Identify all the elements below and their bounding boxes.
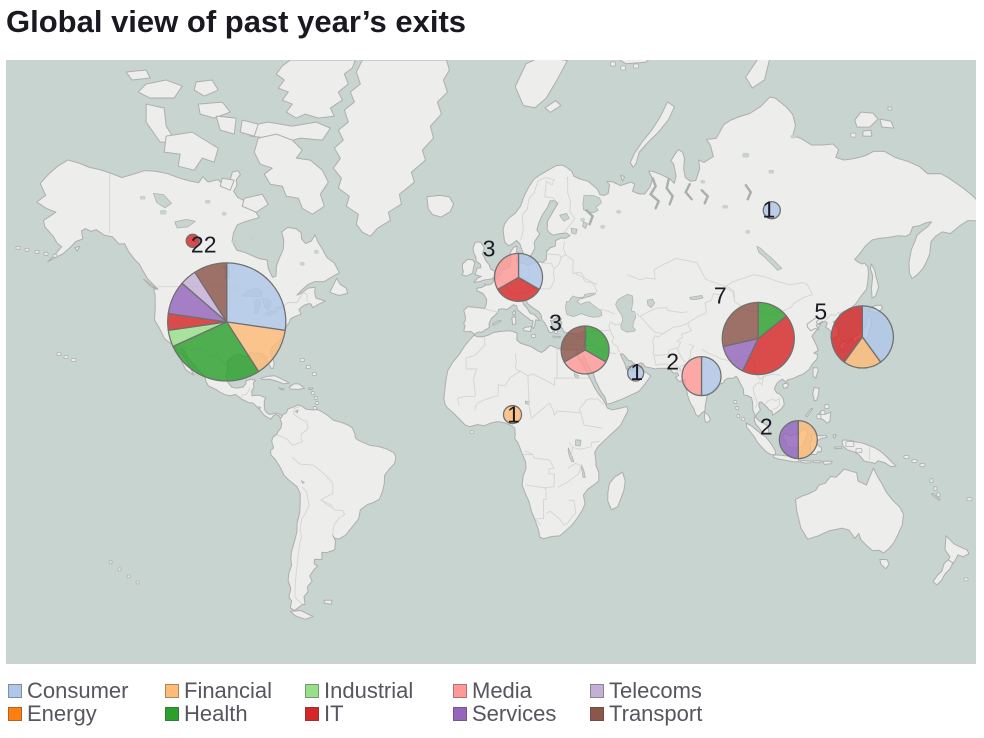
svg-text:22: 22 xyxy=(191,231,217,257)
svg-text:2: 2 xyxy=(666,349,679,375)
svg-text:3: 3 xyxy=(483,235,496,261)
svg-text:1: 1 xyxy=(762,196,775,222)
svg-text:2: 2 xyxy=(760,414,773,440)
svg-text:7: 7 xyxy=(714,282,727,308)
svg-text:1: 1 xyxy=(630,359,643,385)
svg-text:3: 3 xyxy=(549,309,562,335)
svg-text:1: 1 xyxy=(507,402,520,428)
svg-text:5: 5 xyxy=(814,298,827,324)
